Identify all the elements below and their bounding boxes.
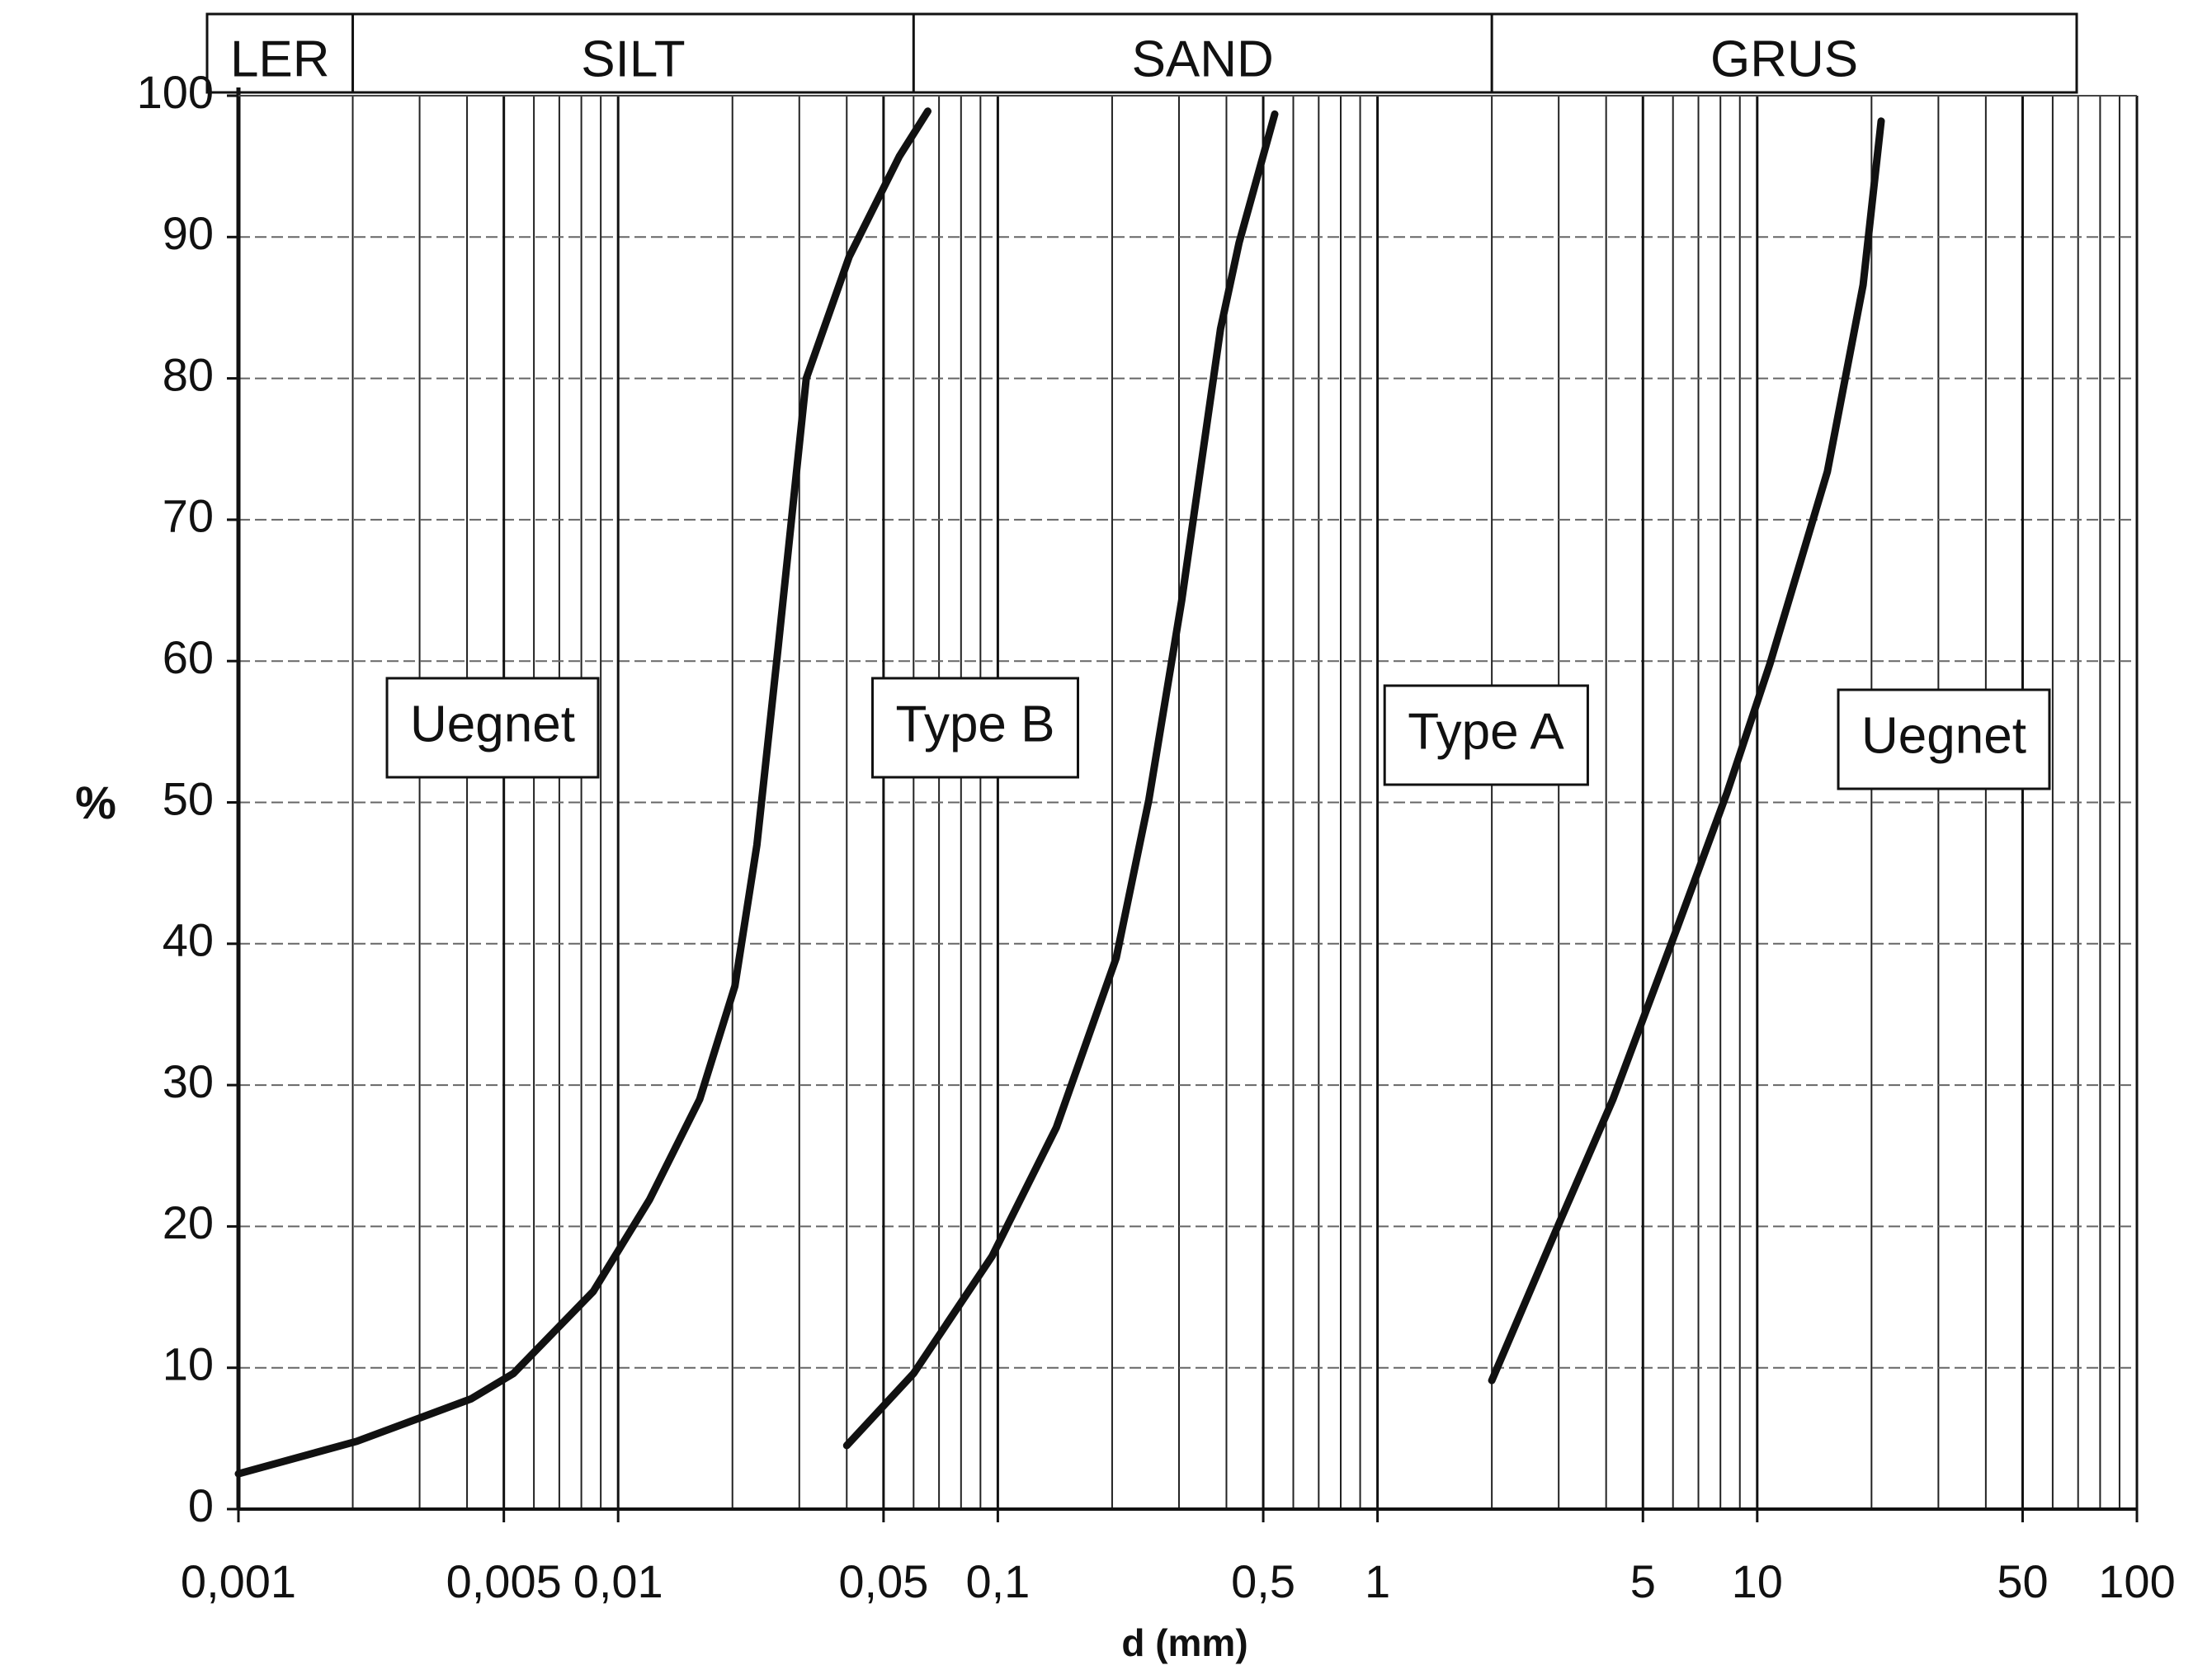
annotation: Uegnet — [410, 696, 575, 752]
class-label: LER — [230, 31, 330, 87]
grading-curve — [234, 107, 931, 1478]
annotation-box — [871, 677, 1079, 779]
annotation: Uegnet — [1861, 707, 2026, 764]
y-axis-label: % — [75, 776, 116, 828]
x-tick-label: 0,001 — [181, 1555, 296, 1607]
class-label: GRUS — [1710, 31, 1858, 87]
grading-curve — [842, 110, 1279, 1450]
x-tick-label: 50 — [1997, 1555, 2048, 1607]
y-tick-label: 90 — [163, 207, 214, 259]
y-tick-label: 20 — [163, 1196, 214, 1248]
annotation-box — [1383, 684, 1589, 786]
class-label: SILT — [581, 31, 685, 87]
x-tick-label: 0,1 — [965, 1555, 1030, 1607]
annotation: Type A — [1408, 703, 1564, 760]
y-tick-label: 0 — [188, 1479, 214, 1531]
y-tick-label: 100 — [137, 66, 214, 118]
x-tick-label: 0,05 — [838, 1555, 928, 1607]
x-tick-label: 0,01 — [573, 1555, 663, 1607]
y-tick-label: 40 — [163, 914, 214, 966]
x-tick-label: 0,5 — [1231, 1555, 1295, 1607]
x-tick-label: 10 — [1732, 1555, 1783, 1607]
grading-curve — [1488, 117, 1885, 1385]
y-tick-label: 70 — [163, 490, 214, 542]
x-axis-label: d (mm) — [1121, 1621, 1247, 1664]
x-tick-label: 0,005 — [446, 1555, 562, 1607]
class-band — [205, 12, 2078, 94]
annotation-box — [1837, 688, 2051, 790]
y-tick-label: 10 — [163, 1337, 214, 1389]
x-tick-label: 1 — [1365, 1555, 1390, 1607]
y-tick-label: 60 — [163, 631, 214, 683]
y-tick-label: 30 — [163, 1055, 214, 1107]
class-label: SAND — [1132, 31, 1274, 87]
y-tick-label: 50 — [163, 772, 214, 824]
x-tick-label: 5 — [1630, 1555, 1656, 1607]
y-tick-label: 80 — [163, 348, 214, 400]
x-tick-label: 100 — [2098, 1555, 2175, 1607]
annotation-box — [385, 677, 600, 779]
annotation: Type B — [896, 696, 1055, 752]
